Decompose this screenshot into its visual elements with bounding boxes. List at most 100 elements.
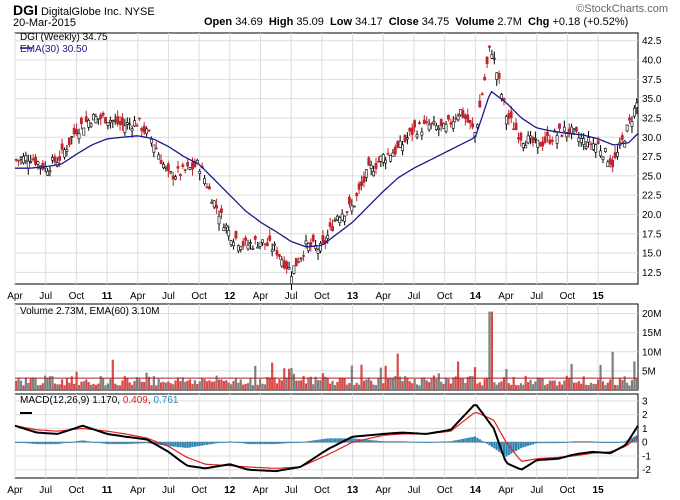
volume-bar (428, 382, 431, 390)
volume-bar (17, 377, 20, 390)
price-y-tick-label: 15.0 (642, 249, 662, 260)
price-candle-body (442, 123, 446, 129)
volume-bar (606, 382, 609, 390)
macd-x-tick-label: 12 (224, 485, 236, 496)
macd-histogram-bar (502, 442, 506, 456)
macd-histogram-bar (553, 442, 556, 444)
volume-bar (234, 378, 238, 390)
macd-histogram-bar (599, 442, 602, 443)
macd-histogram-bar (452, 440, 455, 443)
volume-bar (172, 384, 175, 390)
price-candle-body (222, 227, 226, 231)
price-candle-body (265, 242, 269, 247)
macd-histogram-bar (234, 442, 238, 443)
price-candle-body (517, 137, 520, 140)
price-candle-body (536, 139, 540, 148)
price-candle-body (439, 118, 443, 127)
volume-bar (220, 379, 223, 390)
price-candle-body (77, 133, 81, 140)
volume-bar (488, 311, 491, 390)
volume-bar (604, 385, 607, 390)
price-candle-body (403, 134, 407, 143)
chart-date: 20-Mar-2015 (13, 17, 76, 29)
volume-bar (184, 381, 187, 390)
macd-histogram-bar (630, 437, 634, 443)
price-candle-body (258, 242, 262, 247)
price-candle-body (236, 245, 240, 252)
price-candle-body (369, 164, 373, 169)
price-candle-body (63, 149, 66, 158)
macd-histogram-bar (461, 438, 465, 443)
price-x-tick-label: Jul (162, 291, 175, 302)
macd-histogram-bar (256, 442, 259, 445)
volume-bar (483, 378, 486, 390)
macd-histogram-bar (302, 441, 305, 443)
volume-bar (181, 377, 184, 390)
volume-bar (476, 383, 479, 390)
macd-histogram-bar (464, 438, 467, 443)
volume-bar (39, 385, 42, 390)
volume-bar (51, 376, 54, 390)
volume-bar (329, 383, 332, 390)
volume-bar (565, 375, 568, 390)
price-x-tick-label: Jul (285, 291, 298, 302)
volume-bar (454, 376, 457, 390)
macd-histogram-bar (309, 440, 312, 443)
price-candle-body (280, 259, 284, 267)
price-candle-body (285, 261, 289, 270)
price-candle-body (268, 235, 272, 241)
price-candle-body (133, 120, 136, 127)
macd-histogram-bar (454, 440, 457, 443)
macd-histogram-bar (394, 441, 397, 443)
macd-histogram-bar (382, 441, 385, 443)
macd-histogram-bar (420, 442, 423, 443)
volume-bar (396, 353, 399, 390)
volume-bar (510, 384, 513, 390)
price-x-tick-label: Jul (530, 291, 543, 302)
macd-histogram-bar (428, 442, 431, 443)
price-candle-body (396, 141, 400, 148)
macd-histogram-bar (522, 442, 525, 448)
volume-y-tick-label: 5M (642, 366, 656, 377)
volume-bar (577, 381, 580, 390)
volume-bar (128, 382, 131, 390)
macd-histogram-bar (244, 442, 247, 444)
price-candle-body (601, 156, 605, 160)
macd-histogram-bar (254, 442, 257, 445)
volume-bar (261, 383, 264, 390)
macd-histogram-bar (415, 441, 419, 443)
volume-bar (432, 375, 436, 390)
macd-histogram-bar (495, 442, 498, 451)
price-candle-body (430, 122, 433, 125)
volume-bar (333, 384, 337, 390)
price-candle-body (488, 45, 491, 48)
macd-histogram-bar (536, 442, 539, 444)
volume-bar (519, 383, 522, 390)
price-candle-body (408, 127, 412, 132)
volume-bar (280, 380, 283, 390)
price-candle-body (418, 122, 421, 124)
macd-histogram-bar (430, 441, 433, 443)
price-candle-body (72, 127, 76, 135)
macd-histogram-bar (246, 442, 250, 445)
macd-histogram-bar (118, 442, 122, 445)
price-y-tick-label: 12.5 (642, 268, 662, 279)
volume-bar (505, 368, 508, 390)
volume-bar (201, 377, 204, 390)
macd-histogram-bar (133, 442, 136, 444)
price-candle-body (454, 117, 458, 120)
macd-histogram-bar (106, 442, 110, 445)
price-candle-body (275, 250, 279, 256)
macd-y-tick-label: 1 (642, 424, 648, 435)
volume-bar (394, 376, 397, 390)
low-value: 34.17 (355, 16, 383, 28)
volume-bar (297, 380, 300, 390)
macd-x-tick-label: Oct (191, 485, 207, 496)
macd-histogram-bar (82, 440, 85, 443)
price-candle-body (393, 146, 397, 155)
macd-histogram-bar (459, 439, 462, 443)
price-candle-body (461, 110, 465, 118)
volume-bar (464, 382, 467, 390)
macd-histogram-bar (53, 442, 56, 445)
macd-histogram-bar (198, 442, 201, 446)
